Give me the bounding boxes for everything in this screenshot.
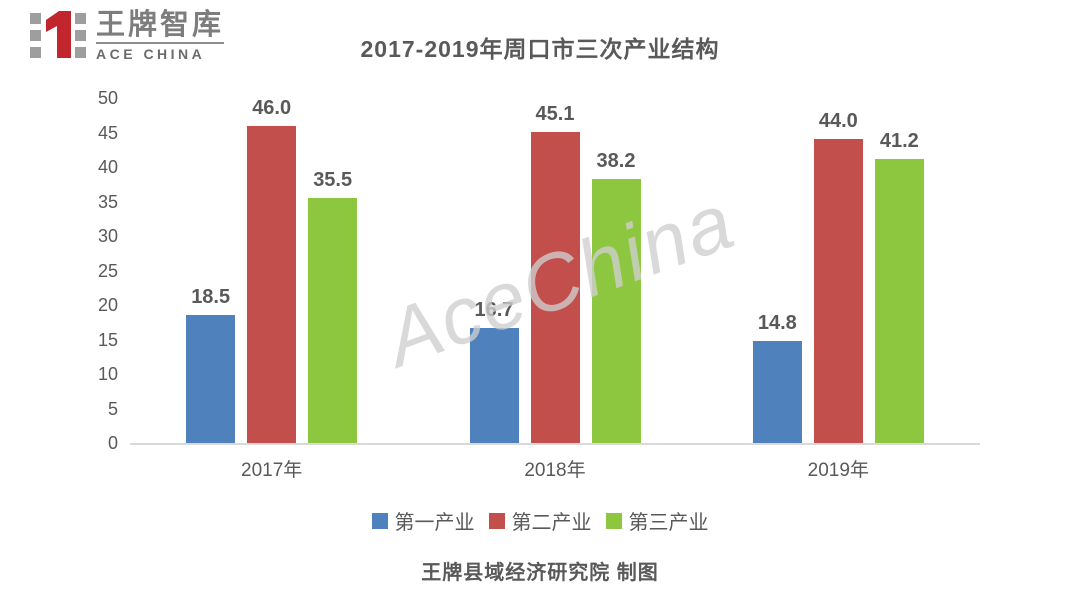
bar-value-label: 16.7 [474,298,514,321]
brand-logo-icon [30,11,86,58]
numeral-one-icon [46,11,71,58]
bar-第二产业-2017年 [247,125,297,443]
ytick-label: 0 [107,433,118,453]
brand-logo: 王牌智库 ACE CHINA [28,8,225,64]
legend-item-第一产业: 第一产业 [371,506,475,535]
bar-value-label: 46.0 [252,96,292,119]
legend-swatch-icon [605,512,622,529]
bar-第一产业-2019年 [752,340,802,443]
chart-title: 2017-2019年周口市三次产业结构 [360,36,720,62]
ytick-label: 45 [97,122,118,143]
ytick-label: 5 [107,398,118,419]
legend-item-第三产业: 第三产业 [605,506,709,535]
ytick-label: 10 [97,364,118,384]
category-label: 2017年 [241,460,303,481]
brand-logo-text: 王牌智库 ACE CHINA [96,8,225,63]
bar-第三产业-2019年 [874,158,924,443]
bar-第三产业-2017年 [308,198,358,443]
bar-第一产业-2018年 [469,327,519,443]
bar-value-label: 38.2 [596,150,636,173]
legend-label: 第三产业 [628,512,709,534]
bar-value-label: 14.8 [757,311,797,334]
plot-area: 0 5 10 15 20 25 30 35 40 45 50 18.5 46.0 35.5 2017年 16.… [98,88,980,481]
legend-swatch-icon [371,512,388,529]
brand-name-en: ACE CHINA [96,46,206,63]
legend-swatch-icon [488,512,505,529]
bar-value-label: 41.2 [879,129,919,152]
bar-value-label: 35.5 [313,169,353,192]
bar-第三产业-2018年 [591,179,641,443]
bar-第二产业-2019年 [813,139,863,443]
ytick-label: 15 [97,329,118,350]
ytick-label: 35 [97,191,118,212]
category-label: 2018年 [524,460,586,481]
ytick-label: 20 [97,295,118,315]
bar-value-label: 18.5 [191,286,231,309]
legend-label: 第二产业 [511,512,592,534]
ytick-label: 50 [97,88,118,108]
bar-第一产业-2017年 [186,315,236,443]
bar-value-label: 45.1 [535,102,575,125]
ytick-label: 25 [97,260,118,281]
brand-name-cn: 王牌智库 [96,8,225,41]
brand-divider [96,42,225,45]
legend-label: 第一产业 [394,512,475,534]
bar-value-label: 44.0 [818,110,858,133]
legend-item-第二产业: 第二产业 [488,506,592,535]
ytick-label: 30 [97,226,118,246]
category-label: 2019年 [807,460,869,481]
chart-legend: 第一产业 第二产业 第三产业 [0,506,1080,535]
footer-credit: 王牌县域经济研究院 制图 [421,562,659,584]
bar-第二产业-2018年 [530,131,580,443]
ytick-label: 40 [97,157,118,177]
